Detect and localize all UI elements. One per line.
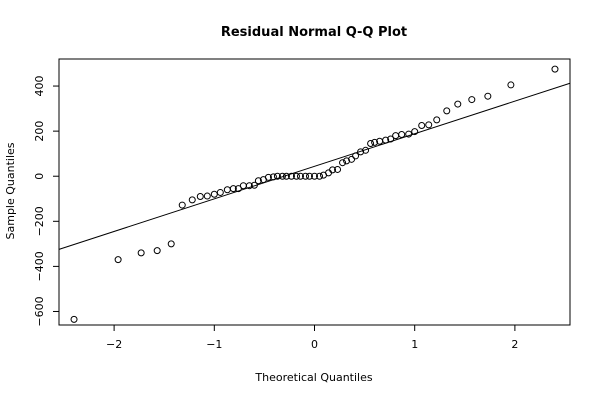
data-point <box>153 247 161 255</box>
data-point <box>484 92 492 100</box>
data-point <box>216 188 224 196</box>
data-point <box>229 185 237 193</box>
data-point <box>418 122 426 129</box>
data-point <box>114 256 122 264</box>
reference-line <box>58 82 571 250</box>
data-point <box>239 182 247 190</box>
data-point <box>305 172 313 180</box>
data-point <box>468 96 476 104</box>
data-point <box>348 155 356 163</box>
data-point <box>352 152 360 160</box>
data-point <box>264 173 272 181</box>
data-point <box>551 65 559 73</box>
data-point <box>405 130 413 138</box>
data-point <box>362 146 370 154</box>
data-point <box>223 186 231 194</box>
x-tick-label: 2 <box>511 338 518 351</box>
data-point <box>278 172 286 180</box>
x-tick-label: −1 <box>206 338 222 351</box>
data-point <box>454 100 462 108</box>
data-point <box>343 157 351 165</box>
chart-title: Residual Normal Q-Q Plot <box>221 25 407 40</box>
data-point <box>301 172 309 180</box>
x-tick-label: 1 <box>411 338 418 351</box>
data-point <box>250 181 258 189</box>
data-point <box>196 193 204 201</box>
data-point <box>387 135 395 143</box>
plot-area <box>58 65 571 323</box>
data-point <box>210 190 218 198</box>
y-tick-label: −600 <box>33 296 46 326</box>
data-point <box>254 177 262 185</box>
y-axis: −600 −400 −200 0 200 400 <box>33 76 59 327</box>
y-tick-label: 400 <box>33 76 46 97</box>
data-point <box>433 116 441 124</box>
data-point <box>282 172 290 180</box>
x-axis-title: Theoretical Quantiles <box>254 371 372 384</box>
data-point <box>392 132 400 140</box>
data-point <box>137 249 145 257</box>
data-point <box>371 138 379 146</box>
data-point <box>382 136 390 144</box>
data-point <box>316 172 324 180</box>
y-tick-label: −200 <box>33 206 46 236</box>
x-axis: −2 −1 0 1 2 <box>106 325 518 351</box>
data-point <box>203 192 211 200</box>
data-point <box>443 107 451 115</box>
y-tick-label: 0 <box>33 173 46 180</box>
x-tick-label: −2 <box>106 338 122 351</box>
data-point <box>70 315 78 323</box>
data-point <box>334 165 342 173</box>
data-point <box>411 128 419 136</box>
data-point <box>273 172 281 180</box>
data-point <box>245 182 253 190</box>
data-point <box>269 173 277 181</box>
data-point <box>311 172 318 180</box>
data-point <box>398 131 406 139</box>
y-tick-label: 200 <box>33 121 46 142</box>
data-point <box>292 172 300 180</box>
data-point <box>287 172 295 180</box>
data-point <box>507 81 515 89</box>
data-point <box>367 140 375 148</box>
data-point <box>178 201 186 209</box>
data-point <box>339 159 347 167</box>
x-tick-label: 0 <box>311 338 318 351</box>
data-point <box>296 172 304 180</box>
y-tick-label: −400 <box>33 251 46 281</box>
data-point <box>234 185 242 193</box>
data-point <box>425 121 433 129</box>
data-point <box>188 196 196 204</box>
plot-frame <box>58 58 571 326</box>
data-point <box>329 166 337 174</box>
data-point <box>167 240 175 248</box>
y-axis-title: Sample Quantiles <box>4 142 17 239</box>
data-point <box>357 148 365 156</box>
